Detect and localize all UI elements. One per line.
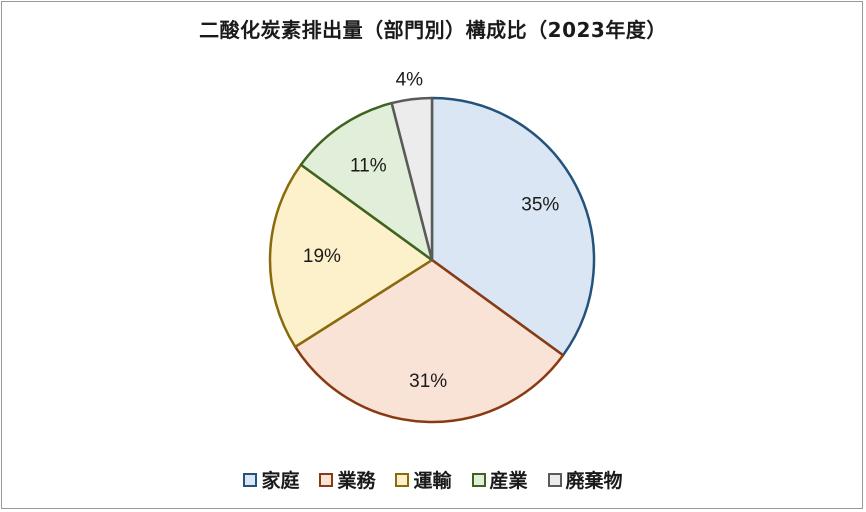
pie-slice-3 (268, 163, 434, 349)
data-label-1: 35% (521, 194, 559, 215)
legend-item-5: 廃棄物 (547, 466, 623, 493)
legend-label: 運輸 (413, 470, 452, 492)
pie-labels: 35% 31% 19% 11% 4% (303, 70, 560, 392)
legend-item-2: 業務 (319, 466, 375, 493)
legend-label: 家庭 (261, 470, 300, 492)
legend-label: 廃棄物 (565, 470, 623, 492)
pie-slices (268, 96, 596, 424)
legend-swatch (547, 472, 562, 487)
legend-item-3: 運輸 (395, 466, 452, 493)
data-label-4: 11% (350, 156, 387, 177)
pie-slice-5 (390, 96, 434, 262)
data-label-3: 19% (303, 246, 341, 267)
chart-title: 二酸化炭素排出量（部門別）構成比（2023年度） (199, 18, 667, 42)
legend-item-1: 家庭 (243, 466, 299, 493)
data-label-5: 4% (396, 70, 424, 91)
pie-slice-1 (430, 96, 596, 357)
legend-label: 業務 (337, 470, 376, 492)
legend-swatch (471, 472, 486, 487)
data-label-2: 31% (409, 371, 447, 392)
legend-label: 産業 (489, 470, 528, 492)
legend-swatch (243, 472, 258, 487)
legend-swatch (395, 472, 410, 487)
legend-item-4: 産業 (471, 466, 528, 493)
legend: 家庭 業務 運輸 産業 廃棄物 (0, 466, 866, 493)
legend-swatch (319, 472, 334, 487)
pie-slice-2 (293, 258, 565, 424)
pie-slice-4 (299, 101, 434, 262)
